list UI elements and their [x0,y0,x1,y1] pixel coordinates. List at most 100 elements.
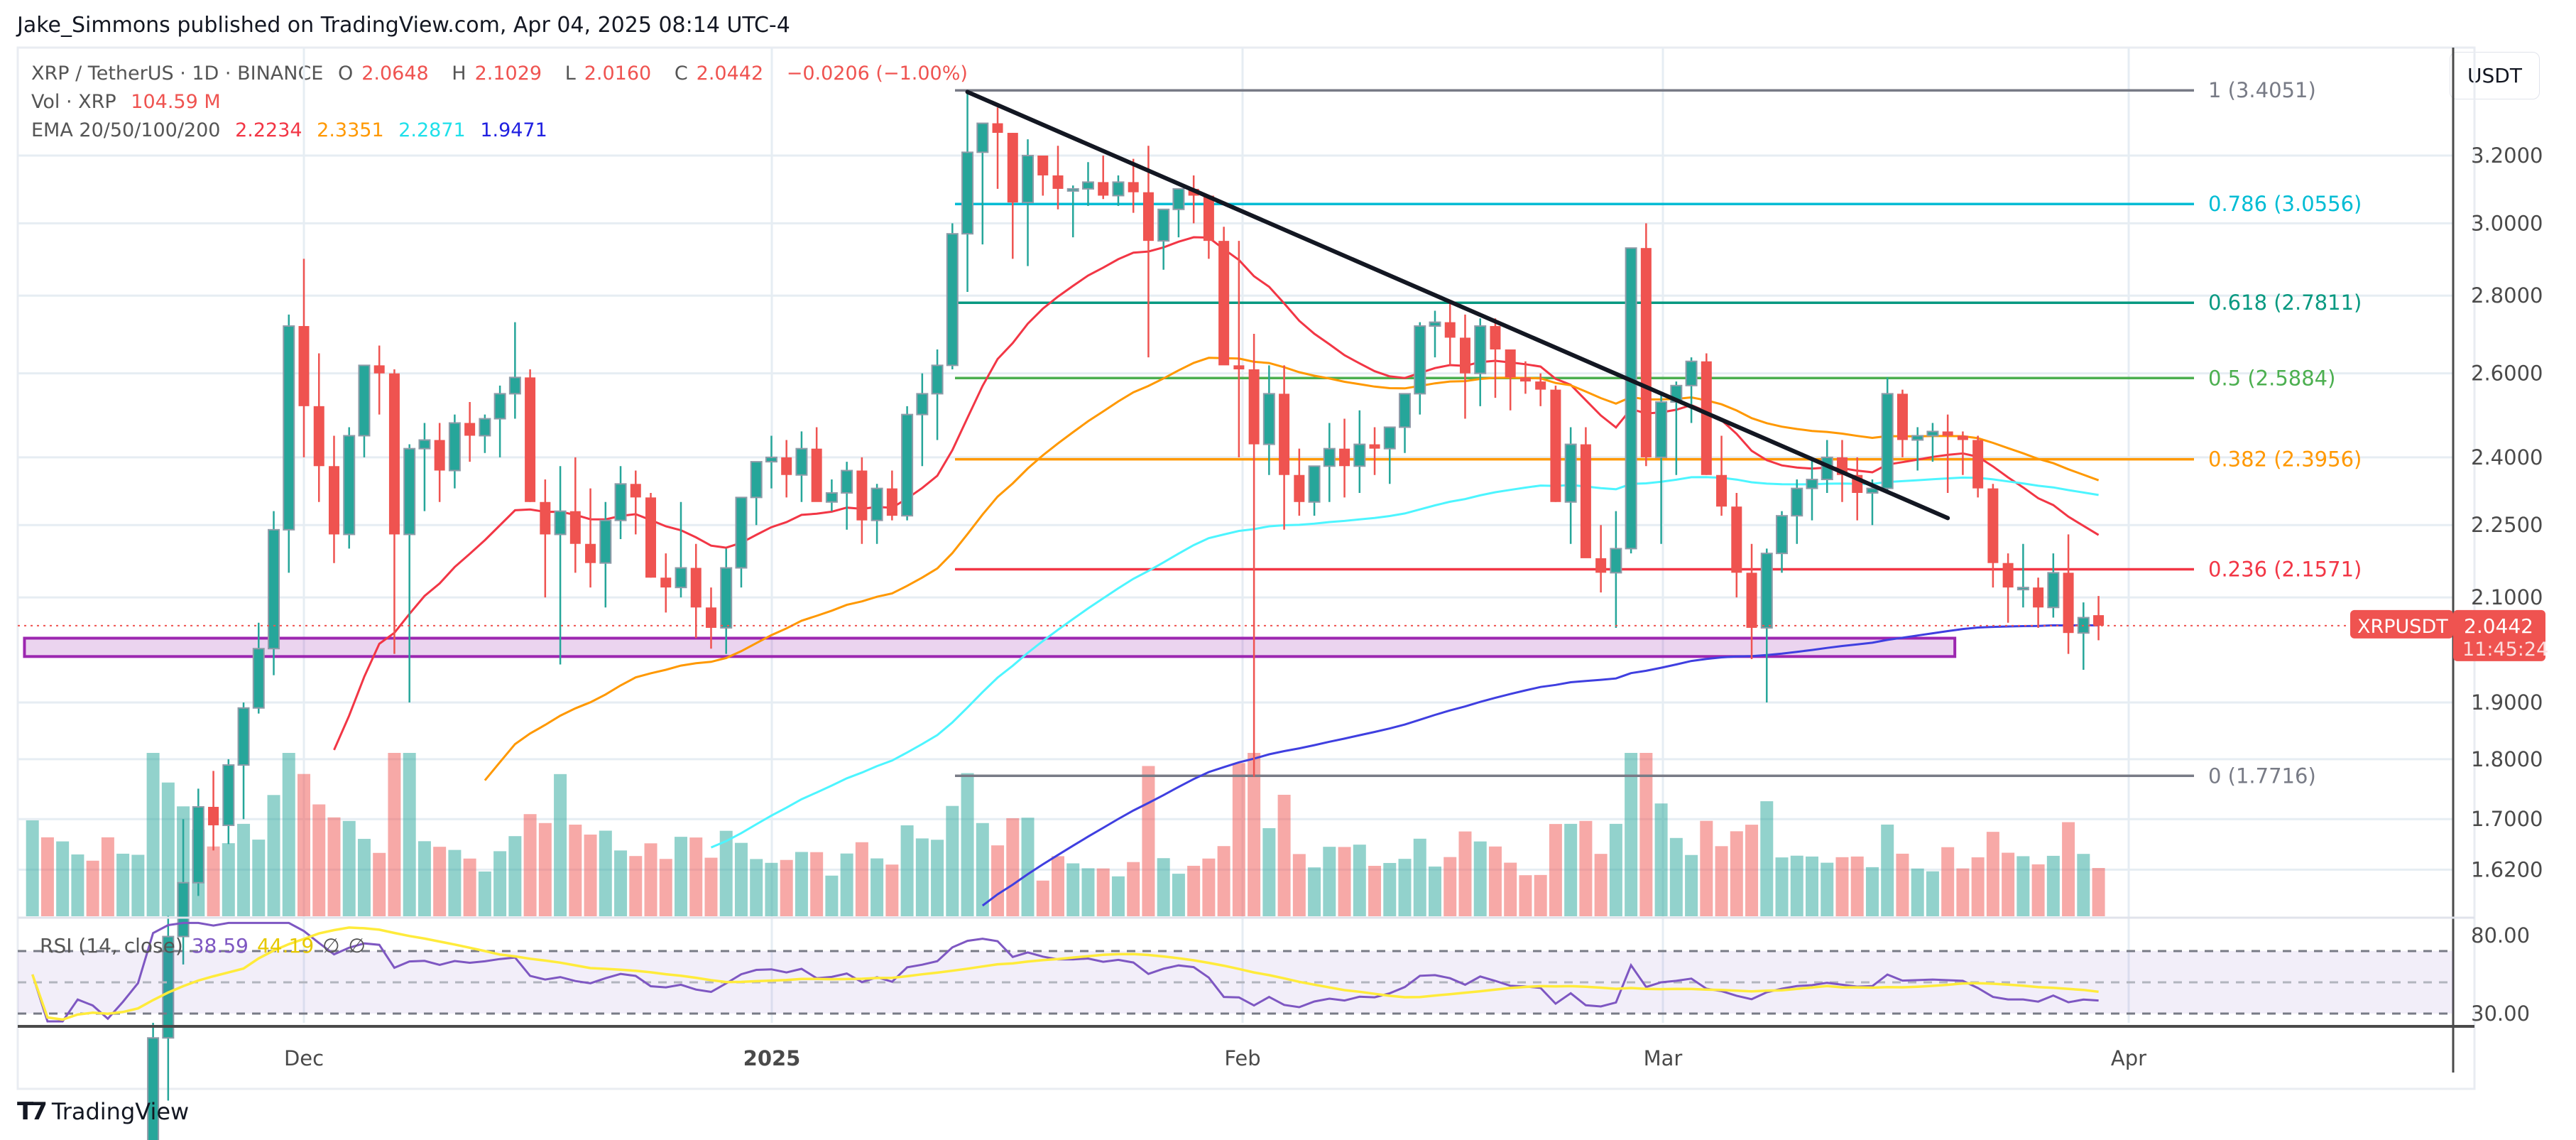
candle-body [2002,563,2014,588]
candle-body [1339,448,1350,467]
ohlc-close: C 2.0442 [674,63,764,85]
candle-body [1685,360,1698,386]
volume-bar [719,830,733,916]
price-tick-label: 1.7000 [2471,807,2543,831]
candle-body [208,806,219,825]
time-tick-label: 2025 [743,1046,801,1070]
ema200-value: 1.9471 [480,119,547,141]
rsi-legend: RSI (14, close) 38.59 44.19 ∅ ∅ [40,934,366,957]
candle-body [1383,426,1396,450]
candle-body [177,881,190,938]
candle-body [298,326,310,406]
candle-body [1490,326,1501,349]
candle-body [1037,156,1049,175]
candle-body [540,501,551,535]
volume-bar [1202,858,1216,916]
candle-body [1172,188,1185,210]
volume-bar [1292,854,1306,916]
candle-body [1279,393,1290,475]
price-tick-label: 3.2000 [2471,143,2543,168]
candle-body [750,461,763,499]
candle-body [1308,465,1321,503]
candle-body [1505,349,1516,378]
volume-bar [1262,827,1276,916]
candle-body [2093,615,2105,626]
candle-body [1081,181,1094,190]
symbol-title[interactable]: XRP / TetherUS · 1D · BINANCE [31,63,324,85]
candle-body [1444,322,1456,338]
candle-body [1052,175,1064,189]
fib-level-label: 0.5 (2.5884) [2208,366,2335,390]
volume-bar [2002,852,2015,916]
candle-body [479,418,491,437]
volume-bar [1911,868,1924,916]
candle-body [992,123,1003,134]
tradingview-logo-icon: T7 [17,1097,48,1126]
volume-bar [1052,856,1064,916]
candle-body [1098,182,1109,196]
volume-bar [1277,794,1291,916]
volume-legend: Vol · XRP 104.59 M [31,91,229,113]
candle-body [1233,365,1245,370]
candle-body [1429,321,1441,327]
candle-body [961,151,974,235]
candle-body [525,377,536,502]
volume-bar [1534,874,1547,916]
volume-bar [1775,857,1789,916]
ema50-line [484,357,2100,781]
volume-bar [1443,857,1457,916]
volume-bar [2077,854,2090,916]
volume-label[interactable]: Vol · XRP [31,91,116,113]
volume-bar [493,851,507,916]
trendline[interactable] [965,89,1950,521]
volume-bar [704,857,718,916]
volume-bar [2031,864,2045,916]
candle-body [614,483,627,521]
volume-bar [554,773,567,916]
candle-body [1881,393,1894,489]
price-tick-label: 2.8000 [2471,283,2543,308]
currency-button[interactable]: USDT [2450,52,2540,99]
time-tick-label: Mar [1644,1046,1683,1070]
last-price-text: 2.0442 [2464,614,2533,638]
candle-body [825,492,838,503]
volume-bar [659,859,672,916]
volume-bar [1157,858,1170,916]
volume-bar [267,795,280,916]
candle-body [1806,479,1818,489]
volume-bar [1865,867,1879,916]
volume-bar [538,823,552,916]
volume-bar [2092,868,2105,916]
volume-bar [1760,801,1774,916]
support-zone-rect[interactable] [23,636,1957,658]
volume-bar [734,842,748,916]
candle-body [720,567,733,629]
volume-bar [1594,854,1608,916]
volume-bar [1217,846,1230,916]
candle-body [1353,443,1366,467]
volume-bar [644,843,657,916]
volume-bar [403,753,416,916]
tradingview-footer: T7 TradingView [17,1097,189,1126]
volume-bar [463,858,476,916]
candle-body [1414,325,1426,395]
ohlc-low: L 2.0160 [564,63,652,85]
ema-legend: EMA 20/50/100/200 2.2234 2.3351 2.2871 1… [31,119,556,141]
candle-body [343,435,356,536]
volume-bar [1700,820,1713,916]
chart-frame [16,46,2476,1090]
candle-body [871,487,883,521]
fibonacci-retracement: 1 (3.4051) 0.786 (3.0556) 0.618 (2.7811) 0.… [955,78,2362,788]
ema100-line [710,476,2099,849]
candle-body [781,457,792,475]
volume-bar [584,834,597,916]
time-tick-label: Feb [1224,1046,1260,1070]
ema-label[interactable]: EMA 20/50/100/200 [31,119,221,141]
countdown-text: 11:45:24 [2462,639,2548,661]
candle-body [599,519,612,564]
ema50-value: 2.3351 [317,119,384,141]
candle-body [675,567,687,589]
ohlc-high: H 2.1029 [452,63,542,85]
volume-bars [26,753,2105,916]
